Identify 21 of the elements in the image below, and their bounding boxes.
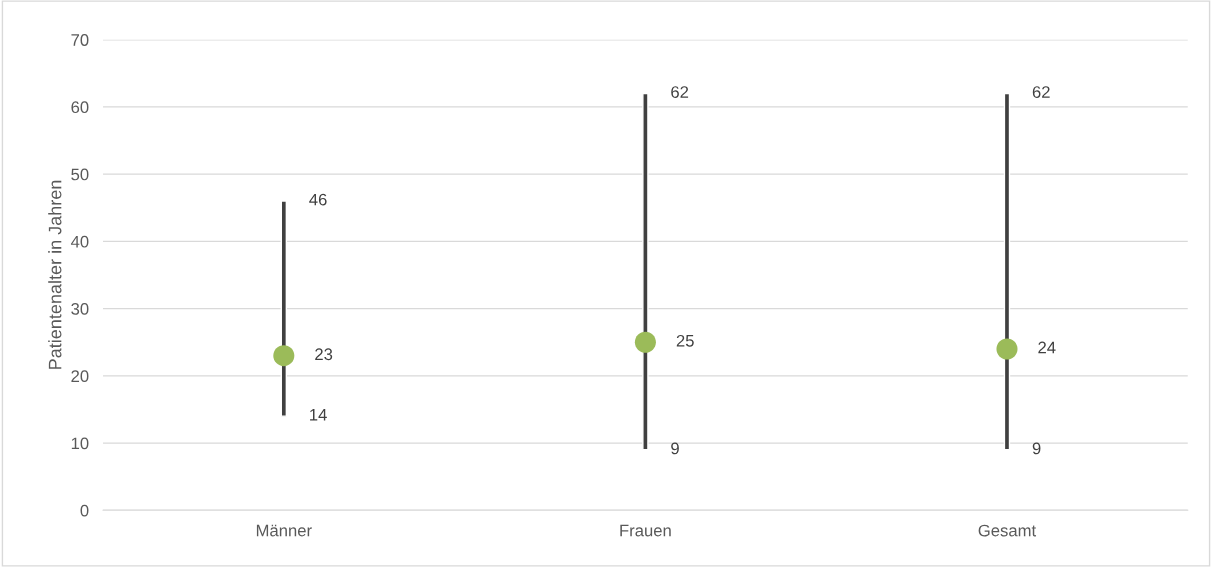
data-label: 23 [315, 348, 333, 361]
annotation: 62 [671, 86, 689, 98]
x-tick-label: Gesamt [978, 524, 1037, 537]
y-tick-label: 10 [71, 437, 89, 450]
annotation: 9 [1032, 442, 1041, 455]
y-tick-label: 30 [71, 303, 89, 315]
x-tick-label: Männer [256, 524, 312, 537]
y-tick-label: 60 [71, 101, 89, 114]
y-tick-label: 70 [71, 34, 89, 46]
y-tick-label: 20 [71, 370, 89, 383]
annotation: 62 [1032, 86, 1050, 98]
y-tick-label: 50 [71, 168, 89, 181]
y-tick-label: 0 [80, 504, 89, 517]
y-tick-label: 40 [70, 235, 89, 248]
annotation: 46 [309, 193, 327, 206]
data-label: 25 [676, 334, 694, 347]
annotation: 9 [671, 442, 679, 455]
y-axis-title: Patientenalter in Jahren [48, 180, 62, 369]
annotation: 14 [310, 409, 327, 421]
x-tick-label: Frauen [620, 524, 671, 537]
data-label: 24 [1038, 341, 1056, 354]
